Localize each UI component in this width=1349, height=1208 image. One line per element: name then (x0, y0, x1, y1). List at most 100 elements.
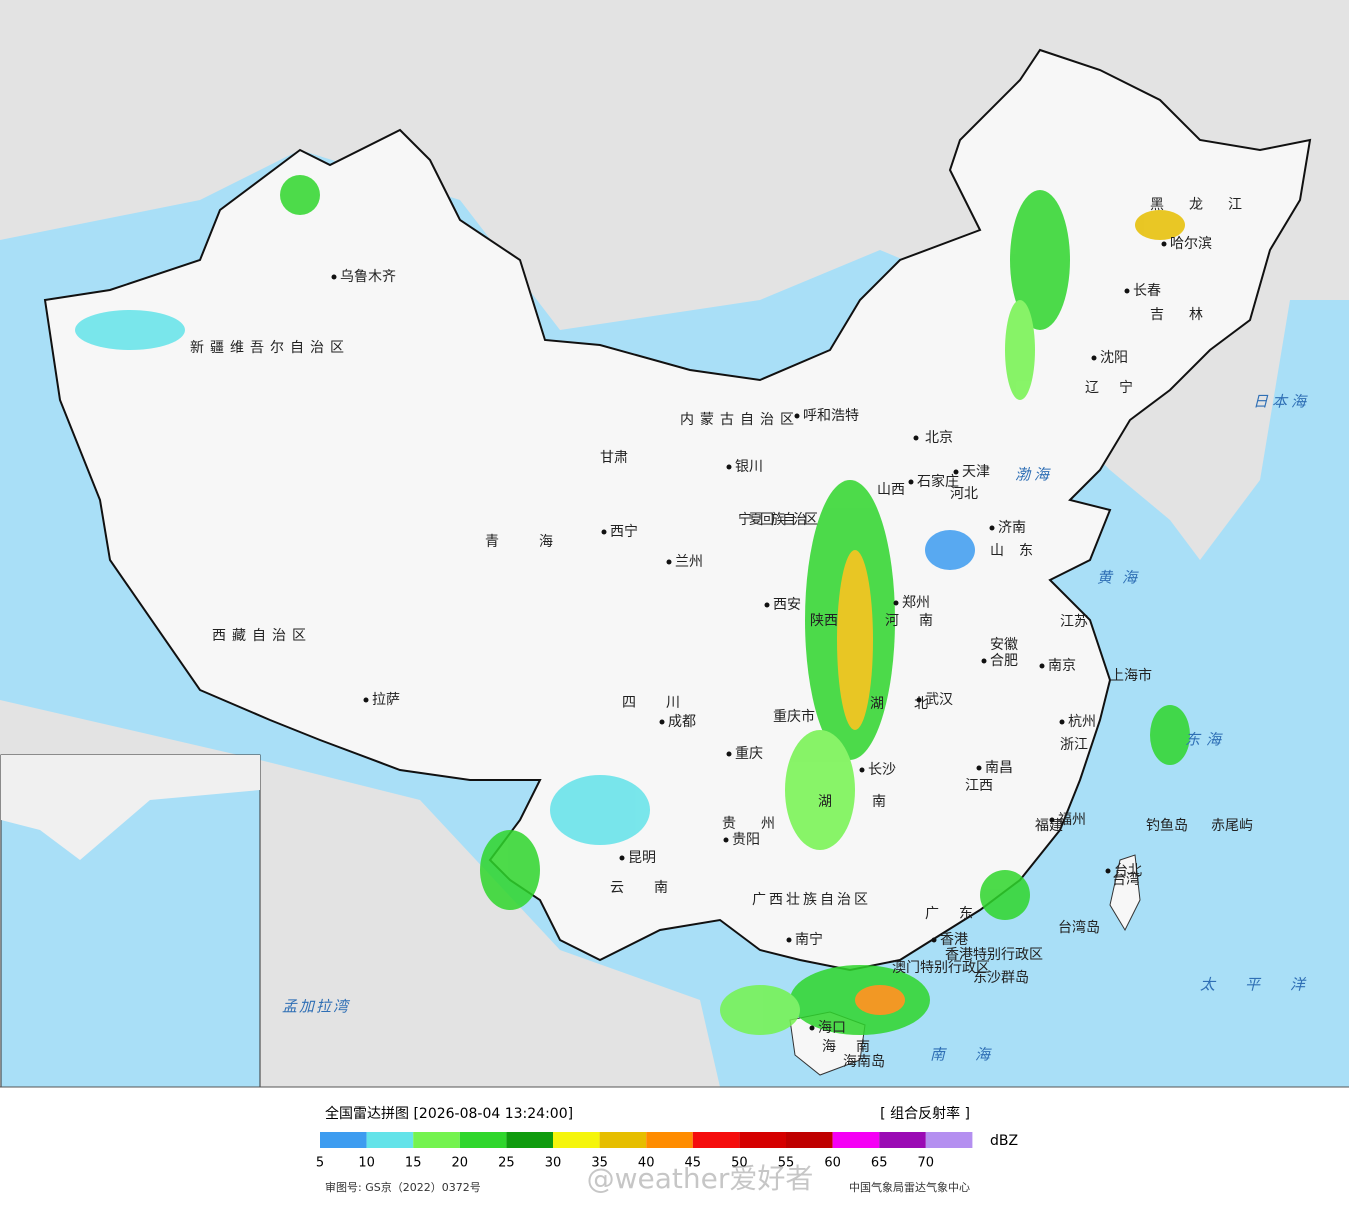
city-dot (809, 1025, 815, 1031)
place-label: 东海 (1185, 731, 1227, 749)
city-dot (931, 937, 937, 943)
legend-label: 5 (316, 1156, 324, 1171)
place-label: 香港 (940, 932, 968, 948)
taiwan (1109, 854, 1141, 932)
inset-land (1, 755, 260, 860)
place-label: 银川 (735, 459, 763, 475)
legend-label: 10 (358, 1156, 375, 1171)
place-label: 广东 (925, 906, 993, 922)
legend-label: 40 (638, 1156, 655, 1171)
place-label: 甘肃 (600, 450, 628, 466)
city-dot (953, 469, 959, 475)
place-label: 拉萨 (372, 692, 400, 708)
place-label: 浙江 (1060, 737, 1088, 753)
legend-swatch (786, 1132, 833, 1148)
place-label: 沈阳 (1100, 350, 1128, 366)
approval: 审图号: GS京（2022）0372号 (325, 1180, 481, 1194)
legend-swatch (553, 1132, 600, 1148)
city-dot (981, 658, 987, 664)
place-label: 广西壮族自治区 (752, 892, 871, 908)
radar-echo (75, 175, 1190, 1035)
title: 全国雷达拼图 [2026-08-04 13:24:00] (325, 1105, 573, 1122)
legend-label: 60 (824, 1156, 841, 1171)
place-label: 天津 (962, 464, 990, 480)
place-label: 海口 (818, 1020, 846, 1036)
legend-swatch (692, 1132, 740, 1148)
legend-swatch (459, 1132, 507, 1148)
place-label: 山东 (990, 543, 1048, 559)
city-dot (363, 697, 369, 703)
city-dot (619, 855, 625, 861)
place-label: 澳门特别行政区 (892, 960, 990, 976)
city-dot (1124, 288, 1130, 294)
city-dot (913, 435, 919, 441)
place-label: 钓鱼岛 (1146, 817, 1188, 834)
legend-swatch (646, 1132, 693, 1148)
place-label: 济南 (998, 520, 1026, 536)
city-dot (1039, 663, 1045, 669)
place-label: 乌鲁木齐 (340, 269, 396, 285)
legend-label: 45 (685, 1156, 702, 1171)
place-label: 四川 (622, 695, 710, 711)
place-label: 山西 (877, 482, 905, 498)
city-dot (1091, 355, 1097, 361)
place-label: 安徽 (990, 637, 1018, 653)
place-label: 陕西 (810, 613, 838, 629)
legend-label: 65 (871, 1156, 888, 1171)
place-label: 福州 (1058, 812, 1086, 828)
city-dot (976, 765, 982, 771)
place-label: 贵阳 (732, 832, 760, 848)
legend-swatch (366, 1132, 414, 1148)
legend-label: 30 (545, 1156, 562, 1171)
watermark: @weather爱好者 (587, 1162, 814, 1195)
place-label: 海南岛 (843, 1054, 885, 1070)
city-dot (601, 529, 607, 535)
place-label: 海南 (822, 1039, 890, 1055)
place-label: 渤海 (1015, 466, 1053, 484)
city-dot (723, 837, 729, 843)
place-label: 成都 (668, 714, 696, 730)
city-dot (1059, 719, 1065, 725)
city-dot (764, 602, 770, 608)
city-dot (859, 767, 865, 773)
city-dot (726, 751, 732, 757)
place-label: 吉林 (1150, 307, 1228, 323)
place-label: 孟加拉湾 (282, 998, 351, 1016)
city-dot (1161, 241, 1167, 247)
place-label: 贵州 (722, 816, 800, 832)
place-label: 北京 (925, 430, 953, 446)
legend-unit: dBZ (990, 1133, 1018, 1149)
place-label: 台北 (1114, 863, 1142, 879)
city-dot (666, 559, 672, 565)
city-dot (893, 600, 899, 606)
legend-swatch (832, 1132, 880, 1148)
place-label: 福建 (1035, 818, 1063, 834)
place-label: 合肥 (990, 653, 1018, 669)
place-label: 长沙 (868, 762, 896, 778)
place-label: 石家庄 (917, 473, 959, 490)
place-label: 杭州 (1068, 714, 1096, 730)
legend-label: 25 (498, 1156, 515, 1171)
city-dot (1049, 817, 1055, 823)
place-label: 西安 (773, 597, 801, 613)
place-label: 辽宁 (1085, 379, 1153, 396)
product: [ 组合反射率 ] (880, 1105, 970, 1122)
legend-swatch (879, 1132, 926, 1148)
place-label: 南海 (930, 1046, 1020, 1064)
city-dot (908, 479, 914, 485)
place-label: 湖北 (870, 696, 958, 712)
place-label: 西藏自治区 (212, 628, 312, 644)
place-label: 宁夏回族自治区 (738, 511, 818, 528)
place-label: 武汉 (925, 692, 953, 708)
place-label: 内蒙古自治区 (680, 412, 800, 428)
place-label: 哈尔滨 (1170, 236, 1212, 252)
legend-swatch (506, 1132, 553, 1148)
place-label: 赤尾屿 (1211, 818, 1253, 834)
place-label: 湖南 (818, 794, 926, 810)
legend-label: 35 (591, 1156, 608, 1171)
city-dot (659, 719, 665, 725)
place-label: 郑州 (902, 595, 930, 611)
place-label: 河南 (885, 613, 953, 629)
place-label: 兰州 (675, 554, 703, 570)
